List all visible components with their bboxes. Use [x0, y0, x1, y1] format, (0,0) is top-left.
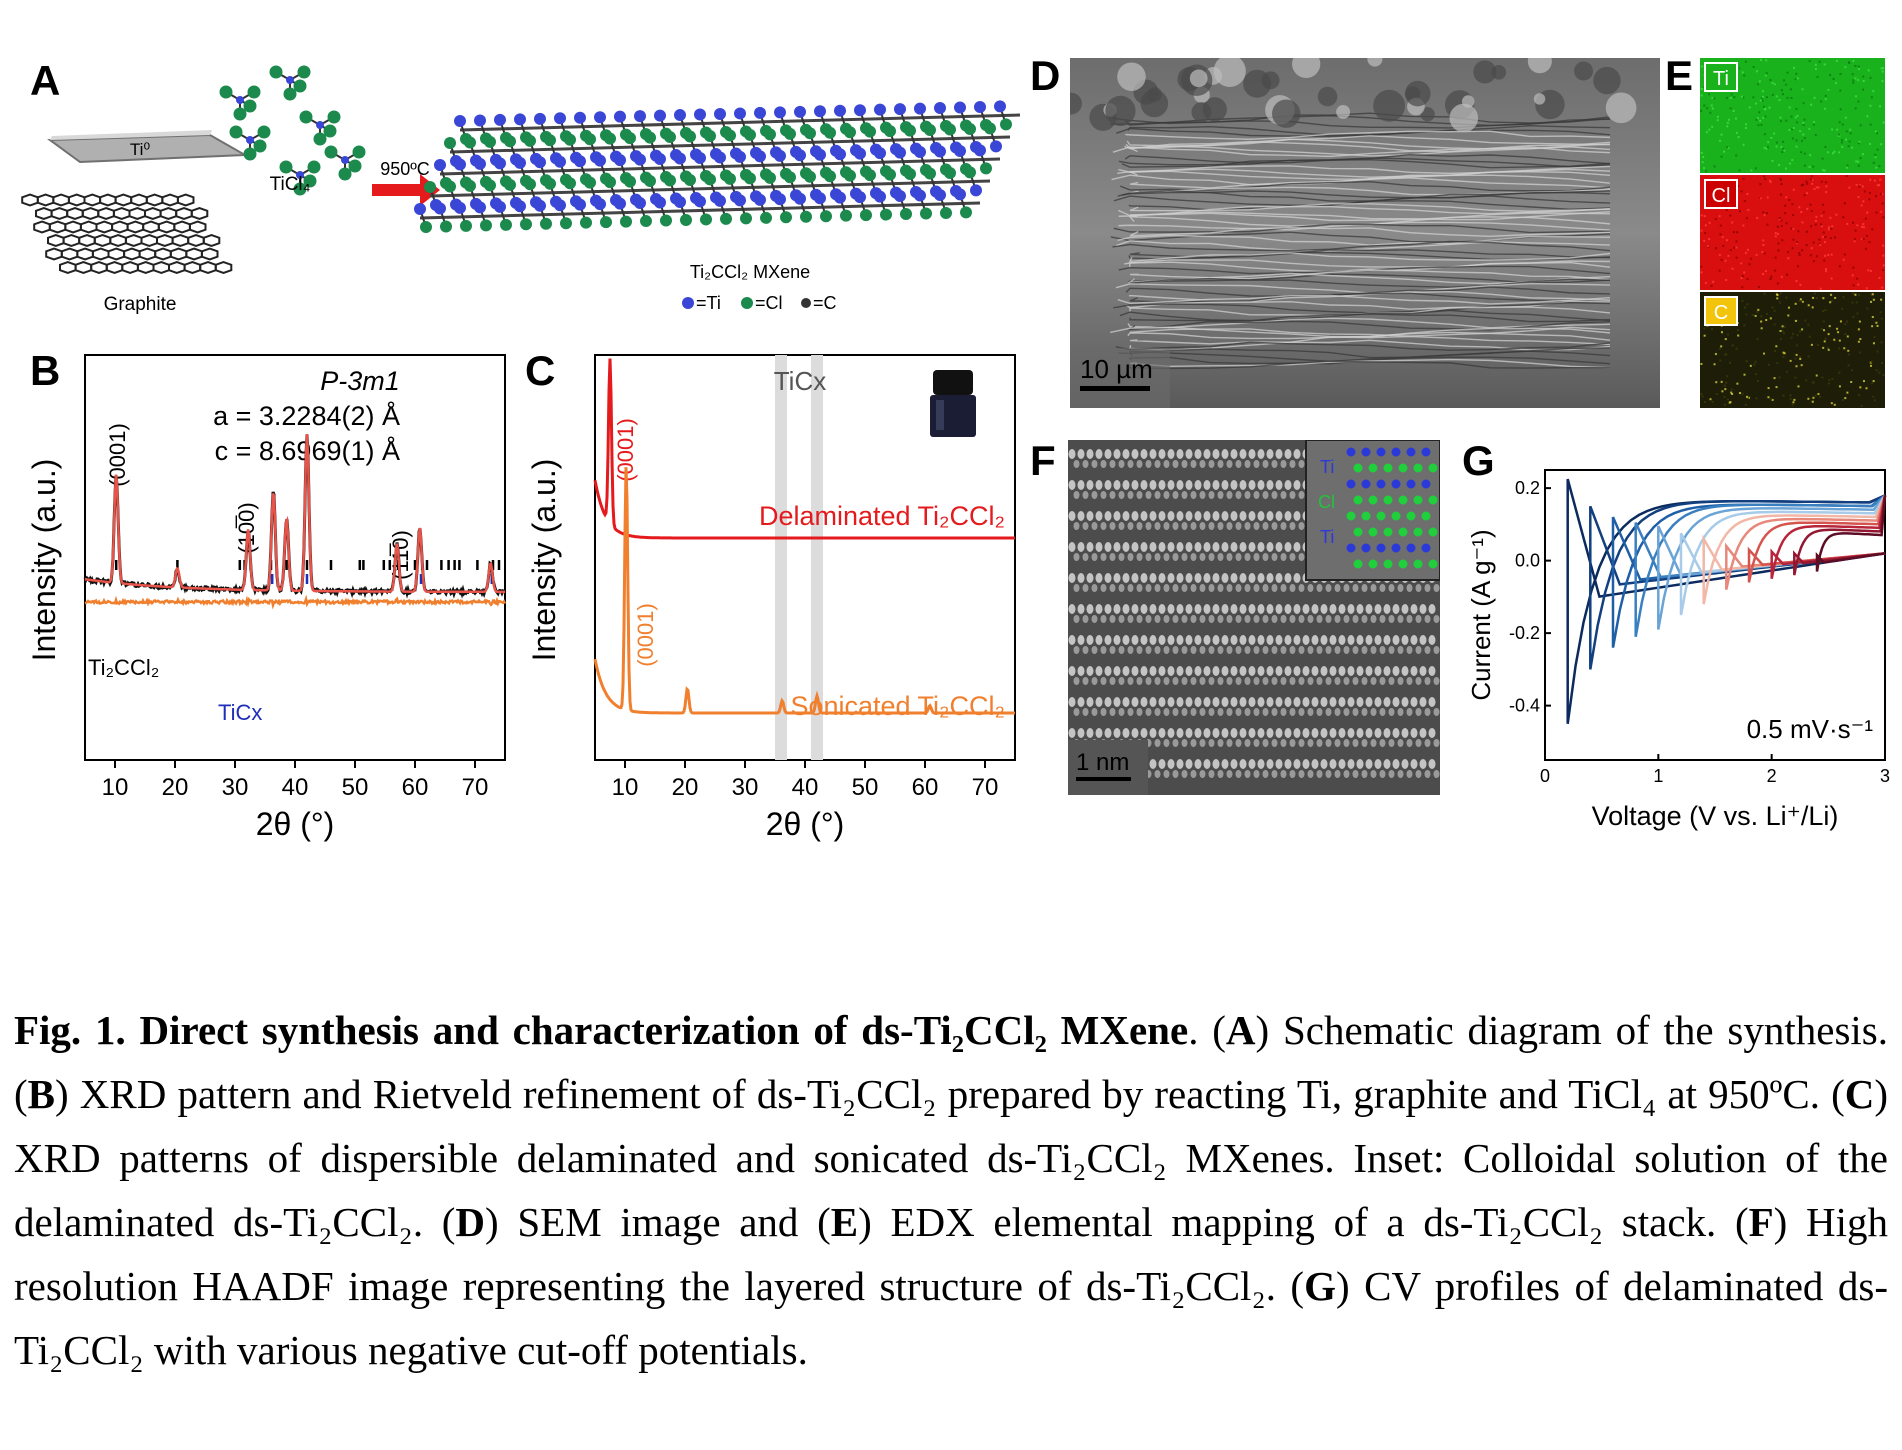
svg-text:Ti: Ti [1320, 457, 1334, 477]
panel-label-g: G [1462, 437, 1495, 484]
svg-text:TiCx: TiCx [218, 700, 262, 725]
scale-label: 10 µm [1080, 354, 1153, 384]
sonicated-series [593, 467, 1015, 715]
x-tick-label: 50 [852, 774, 879, 801]
y-axis-label: Intensity (a.u.) [526, 459, 562, 662]
svg-text:a = 3.2284(2) Å: a = 3.2284(2) Å [213, 400, 400, 431]
panel-label-c: C [525, 347, 556, 394]
x-tick-label: 2 [1767, 766, 1777, 786]
mxene-structure-icon [414, 100, 1021, 233]
y-tick-label: 0.2 [1515, 478, 1540, 498]
ticl4-molecules-icon [219, 65, 366, 196]
edx-maps: Ti Cl C [1700, 58, 1885, 408]
svg-text:Delaminated Ti₂CCl₂: Delaminated Ti₂CCl₂ [759, 501, 1005, 531]
svg-text:=C: =C [813, 293, 837, 313]
y-tick-label: -0.4 [1509, 696, 1540, 716]
x-tick-label: 0 [1540, 766, 1550, 786]
calculated-pattern [84, 434, 505, 594]
x-tick-label: 3 [1880, 766, 1890, 786]
x-tick-label: 40 [792, 774, 819, 801]
synthesis-schematic: Ti⁰ Graphite TiCl₄ 950ºC Ti₂CCl₂ MXene =… [21, 65, 1021, 315]
difference-curve [84, 594, 507, 610]
svg-text:Ti: Ti [1713, 68, 1729, 90]
panel-label-d: D [1030, 52, 1061, 99]
x-tick-label: 10 [612, 774, 639, 801]
x-axis-label: 2θ (°) [766, 806, 845, 842]
plot-frame [1544, 469, 1886, 761]
scale-bar [1080, 386, 1150, 391]
panel-label-b: B [30, 347, 61, 394]
y-axis-label: Current (A g⁻¹) [1466, 529, 1496, 700]
x-tick-label: 50 [342, 774, 369, 801]
ticl4-label: TiCl₄ [270, 174, 311, 195]
x-tick-label: 40 [282, 774, 309, 801]
x-tick-label: 1 [1653, 766, 1663, 786]
x-tick-label: 70 [972, 774, 999, 801]
svg-text:(0001): (0001) [633, 603, 658, 667]
x-tick-label: 20 [672, 774, 699, 801]
xrd-panel-c: Intensity (a.u.) 2θ (°) TiCx (0001) (000… [526, 354, 1016, 842]
svg-text:P-3m1: P-3m1 [320, 366, 400, 396]
graphite-lattice-icon [21, 193, 233, 274]
vial-inset-icon [923, 365, 983, 440]
cv-curve [1815, 495, 1887, 572]
svg-text:Ti₂CCl₂: Ti₂CCl₂ [88, 655, 159, 680]
panel-label-a: A [30, 57, 61, 104]
x-tick-label: 60 [912, 774, 939, 801]
delaminated-series [593, 358, 1015, 540]
svg-text:Sonicated Ti₂CCl₂: Sonicated Ti₂CCl₂ [790, 691, 1005, 721]
scale-label: 1 nm [1076, 749, 1129, 776]
figure-caption: Fig. 1. Direct synthesis and characteriz… [14, 1007, 1889, 1373]
panel-label-e: E [1665, 52, 1694, 99]
product-label: Ti₂CCl₂ MXene [690, 262, 810, 282]
svg-text:0.5 mV·s⁻¹: 0.5 mV·s⁻¹ [1747, 714, 1874, 744]
ti0-label: Ti⁰ [130, 140, 151, 159]
ticx-band [775, 355, 787, 760]
xrd-panel-b: Intensity (a.u.) 2θ (°) P-3m1 a = 3.2284… [26, 354, 507, 842]
x-axis-label: Voltage (V vs. Li⁺/Li) [1592, 801, 1839, 831]
ticx-band [811, 355, 823, 760]
sem-image: 10 µm [1070, 58, 1660, 408]
haadf-image: Ti Cl Ti 1 nm [1068, 440, 1440, 795]
x-axis-label: 2θ (°) [256, 806, 335, 842]
svg-text:TiCx: TiCx [774, 366, 826, 396]
x-tick-label: 70 [462, 774, 489, 801]
y-tick-label: -0.2 [1509, 623, 1540, 643]
y-axis-label: Intensity (a.u.) [26, 459, 62, 662]
caption-title: Fig. 1. Direct synthesis and characteriz… [14, 1007, 1189, 1053]
temperature-label: 950ºC [380, 159, 430, 179]
svg-text:Ti: Ti [1320, 527, 1334, 547]
x-tick-label: 10 [102, 774, 129, 801]
svg-text:=Cl: =Cl [755, 293, 783, 313]
x-tick-label: 30 [732, 774, 759, 801]
arrow-icon [372, 174, 440, 206]
scale-bar [1076, 777, 1131, 781]
svg-text:C: C [1714, 302, 1728, 324]
panel-label-f: F [1030, 437, 1056, 484]
x-tick-label: 30 [222, 774, 249, 801]
graphite-label: Graphite [104, 294, 177, 315]
svg-text:Cl: Cl [1712, 185, 1731, 207]
cv-panel-g: Current (A g⁻¹) Voltage (V vs. Li⁺/Li) 0… [1466, 469, 1890, 831]
x-tick-label: 60 [402, 774, 429, 801]
y-tick-label: 0.0 [1515, 551, 1540, 571]
svg-text:Cl: Cl [1318, 492, 1335, 512]
x-tick-label: 20 [162, 774, 189, 801]
svg-text:=Ti: =Ti [696, 293, 721, 313]
